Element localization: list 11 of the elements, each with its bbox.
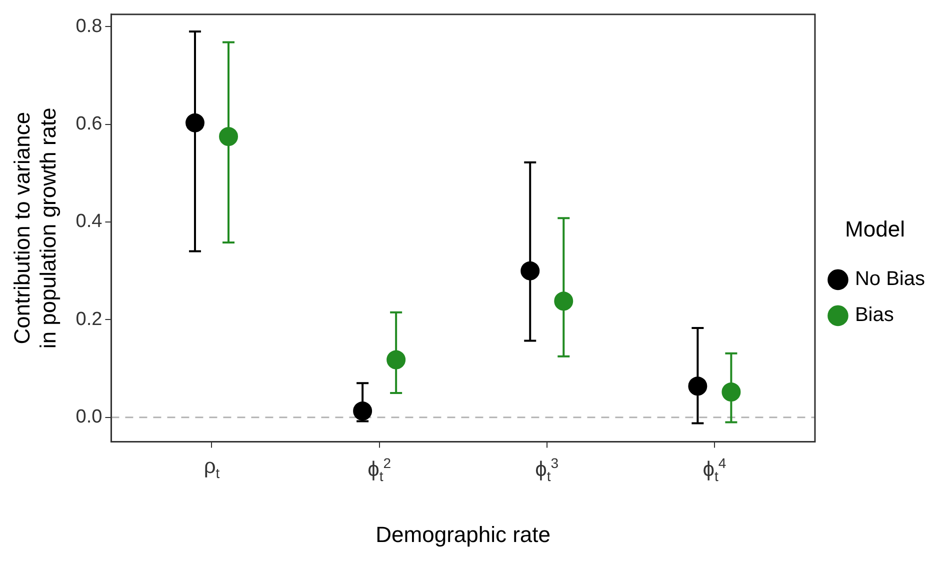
y-tick-label: 0.4 <box>76 211 103 232</box>
y-tick-label: 0.6 <box>76 114 102 135</box>
legend-label: Bias <box>854 304 894 326</box>
legend-title: Model <box>845 216 905 242</box>
y-axis-title: Contribution to variance in population growth rate <box>9 108 61 349</box>
y-tick-label: 0.0 <box>76 406 102 428</box>
x-tick-label: ρ$_{t}$ <box>204 454 220 481</box>
legend-label: No Bias <box>854 268 925 290</box>
x-axis-title: Demographic rate <box>376 522 551 547</box>
y-tick-label: 0.8 <box>76 16 102 37</box>
y-tick-label: 0.2 <box>76 308 102 330</box>
